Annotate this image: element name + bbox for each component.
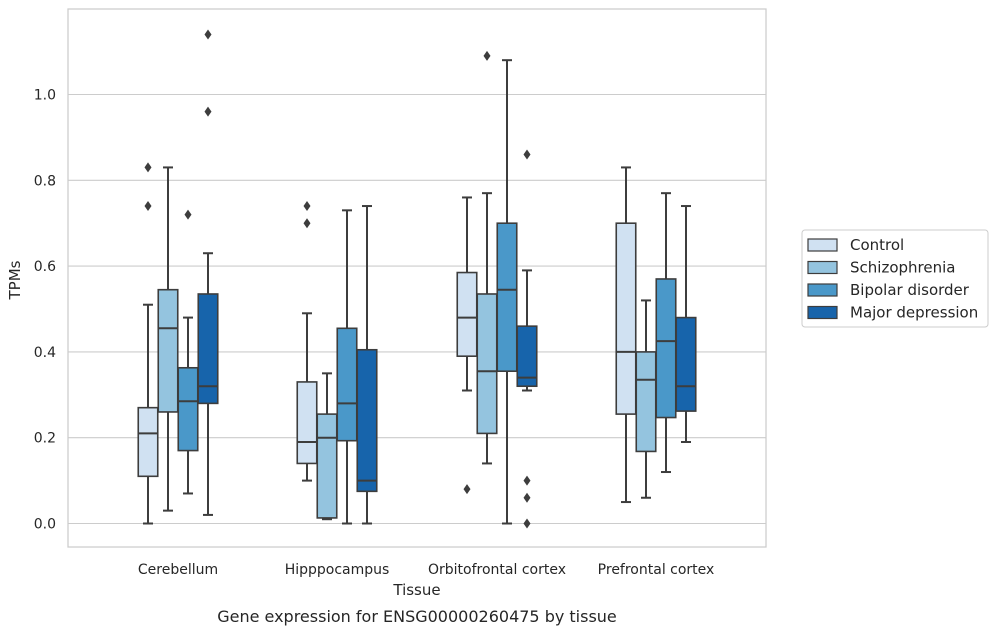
legend-label: Major depression <box>850 304 978 322</box>
outlier-point <box>303 201 311 212</box>
box-schizophrenia <box>635 299 657 499</box>
figure-caption: Gene expression for ENSG00000260475 by t… <box>217 607 617 626</box>
iqr-box <box>316 413 338 519</box>
iqr-box <box>675 316 697 412</box>
legend-swatch <box>807 283 838 297</box>
box-bipolar-disorder <box>336 209 358 525</box>
box-schizophrenia <box>157 166 179 512</box>
plot-area-frame <box>67 8 767 548</box>
x-tick-label: Orbitofrontal cortex <box>428 562 566 578</box>
y-tick-label: 0.4 <box>34 345 56 361</box>
outlier-point <box>463 484 471 495</box>
box-major-depression <box>675 205 697 443</box>
iqr-box <box>635 351 657 453</box>
x-axis-label: Tissue <box>392 581 440 599</box>
x-axis-ticks: Cerebellum Hipppocampus Orbitofrontal cort… <box>138 562 714 578</box>
outlier-point <box>523 475 531 486</box>
box-bipolar-disorder <box>655 192 677 474</box>
iqr-box <box>296 381 318 465</box>
box-control <box>615 166 637 504</box>
iqr-box <box>516 325 538 388</box>
outlier-point <box>303 218 311 229</box>
y-tick-label: 1.0 <box>34 88 56 104</box>
y-axis-label: TPMs <box>6 260 24 300</box>
box-bipolar-disorder <box>496 59 518 525</box>
iqr-box <box>157 288 179 413</box>
legend-label: Schizophrenia <box>850 259 955 277</box>
outlier-point <box>204 29 212 40</box>
box-major-depression <box>356 205 378 525</box>
y-tick-label: 0.2 <box>34 431 56 447</box>
outlier-point <box>144 201 152 212</box>
x-tick-label: Cerebellum <box>138 562 218 578</box>
iqr-box <box>476 293 498 435</box>
iqr-box <box>177 366 199 452</box>
outlier-point <box>483 50 491 61</box>
legend-swatch <box>807 305 838 320</box>
x-tick-label: Prefrontal cortex <box>598 562 715 578</box>
box-schizophrenia <box>476 50 498 465</box>
y-tick-label: 0.6 <box>34 259 56 275</box>
legend-swatch <box>807 260 838 275</box>
outlier-point <box>184 209 192 220</box>
iqr-box <box>197 293 219 405</box>
box-major-depression <box>197 29 219 516</box>
x-tick-label: Hipppocampus <box>285 562 390 578</box>
box-bipolar-disorder <box>177 209 199 495</box>
legend: Control Schizophrenia Bipolar disorder Majo… <box>801 229 989 328</box>
outlier-point <box>523 492 531 503</box>
iqr-box <box>615 222 637 415</box>
box-schizophrenia <box>316 372 338 521</box>
legend-label: Control <box>850 236 904 254</box>
outlier-point <box>523 149 531 160</box>
y-tick-label: 0.0 <box>34 517 56 533</box>
iqr-box <box>655 278 677 419</box>
iqr-box <box>496 222 518 373</box>
iqr-box <box>137 406 159 478</box>
legend-swatch <box>807 238 838 252</box>
outlier-point <box>144 162 152 173</box>
legend-frame <box>801 229 989 328</box>
y-tick-label: 0.8 <box>34 173 56 189</box>
box-control <box>296 201 318 482</box>
iqr-box <box>456 271 478 357</box>
legend-label: Bipolar disorder <box>850 281 970 299</box>
iqr-box <box>356 348 378 493</box>
outlier-point <box>523 518 531 529</box>
box-control <box>137 162 159 525</box>
y-axis-ticks: 0.0 0.2 0.4 0.6 0.8 1.0 <box>34 88 56 533</box>
box-major-depression <box>516 149 538 529</box>
box-plot-layer <box>137 29 697 529</box>
box-control <box>456 196 478 495</box>
outlier-point <box>204 106 212 117</box>
iqr-box <box>336 327 358 442</box>
